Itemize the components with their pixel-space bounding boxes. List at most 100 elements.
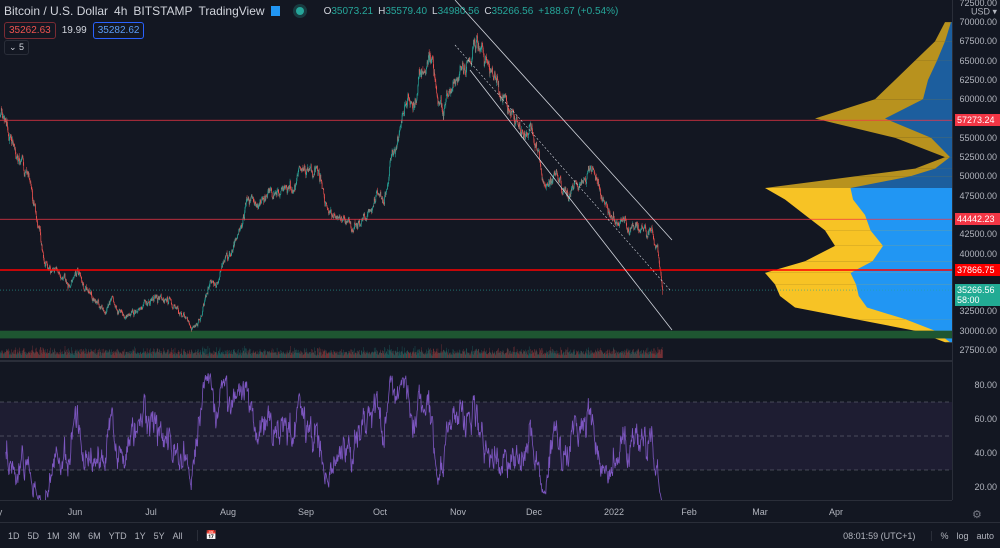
- range-button-all[interactable]: All: [172, 530, 183, 541]
- candle-body: [272, 197, 273, 199]
- candle-body: [251, 195, 253, 199]
- candle-body: [535, 144, 536, 149]
- clock[interactable]: 08:01:59 (UTC+1): [843, 530, 916, 541]
- price-chart[interactable]: [0, 0, 952, 500]
- candle-body: [155, 295, 156, 298]
- candle-body: [260, 200, 261, 202]
- candle-body: [191, 328, 193, 330]
- candle-body: [605, 202, 607, 204]
- candle-body: [607, 205, 608, 209]
- range-button-ytd[interactable]: YTD: [108, 530, 127, 541]
- candle-body: [122, 313, 124, 316]
- candle-body: [213, 285, 215, 286]
- flag-icon[interactable]: [270, 6, 280, 16]
- candle-body: [555, 173, 556, 176]
- candle-body: [185, 316, 187, 319]
- candle-body: [156, 294, 158, 300]
- candle-body: [142, 306, 144, 308]
- candle-body: [438, 102, 440, 105]
- candle-body: [460, 66, 462, 68]
- candle-body: [18, 156, 20, 161]
- candle-body: [338, 217, 339, 219]
- range-button-3m[interactable]: 3M: [67, 530, 81, 541]
- candle-body: [204, 298, 206, 302]
- candle-body: [645, 227, 647, 231]
- candle-body: [102, 307, 104, 310]
- candle-body: [124, 317, 126, 319]
- candle-body: [565, 187, 567, 192]
- candle-body: [143, 302, 145, 306]
- candle-body: [330, 209, 332, 215]
- range-button-5d[interactable]: 5D: [27, 530, 40, 541]
- candle-body: [277, 190, 278, 191]
- candle-body: [255, 202, 257, 207]
- candle-body: [129, 314, 130, 315]
- candle-body: [649, 227, 651, 230]
- candle-body: [176, 307, 177, 309]
- candle-body: [645, 230, 647, 237]
- range-button-1y[interactable]: 1Y: [134, 530, 146, 541]
- candle-body: [229, 252, 231, 255]
- range-button-1m[interactable]: 1M: [47, 530, 60, 541]
- candle-body: [126, 315, 128, 317]
- candle-body: [575, 181, 577, 182]
- percent-toggle[interactable]: %: [931, 530, 948, 541]
- range-button-5y[interactable]: 5Y: [153, 530, 165, 541]
- candle-body: [264, 195, 265, 201]
- candle-body: [89, 292, 90, 293]
- candle-body: [85, 286, 87, 287]
- currency-select[interactable]: USD ▾: [970, 6, 997, 17]
- goto-date-icon[interactable]: 📅: [196, 530, 217, 541]
- auto-toggle[interactable]: auto: [976, 530, 994, 541]
- candle-body: [417, 93, 418, 94]
- market-status-icon[interactable]: [295, 7, 304, 15]
- candle-body: [200, 316, 202, 317]
- indicators-toggle[interactable]: ⌄ 5: [4, 40, 30, 55]
- candle-body: [619, 222, 621, 224]
- candle-body: [343, 216, 345, 218]
- candle-body: [634, 226, 636, 229]
- candle-body: [416, 93, 418, 99]
- log-toggle[interactable]: log: [956, 530, 969, 541]
- candle-body: [637, 224, 639, 229]
- candle-body: [421, 72, 423, 74]
- time-axis[interactable]: y Jun Jul Aug Sep Oct Nov Dec 2022 Feb Mar Apr: [0, 500, 952, 522]
- candle-body: [171, 303, 172, 305]
- candle-body: [164, 300, 165, 303]
- candle-body: [468, 58, 470, 60]
- candle-body: [271, 192, 273, 198]
- candle-body: [111, 296, 113, 297]
- candle-body: [389, 166, 390, 176]
- candle-body: [192, 327, 193, 329]
- candle-body: [289, 186, 290, 189]
- candle-body: [162, 297, 164, 300]
- candle-body: [431, 57, 432, 62]
- candle-body: [349, 220, 350, 222]
- price-axis[interactable]: 72500.00 USD ▾ 70000.00 67500.00 65000.00 6…: [952, 0, 1000, 500]
- buy-button[interactable]: 35282.62: [92, 22, 145, 39]
- candle-body: [526, 132, 527, 137]
- candle-body: [5, 117, 6, 121]
- candle-body: [490, 68, 492, 71]
- candle-body: [358, 220, 360, 223]
- candle-body: [515, 123, 516, 124]
- range-button-6m[interactable]: 6M: [88, 530, 101, 541]
- candle-body: [3, 116, 5, 121]
- candle-body: [478, 42, 479, 49]
- candle-body: [616, 221, 617, 223]
- symbol-name[interactable]: Bitcoin / U.S. Dollar: [4, 4, 109, 18]
- candle-body: [291, 189, 292, 193]
- candle-body: [485, 58, 486, 63]
- interval[interactable]: 4h: [114, 4, 128, 18]
- candle-body: [494, 71, 495, 77]
- settings-gear-icon[interactable]: ⚙: [972, 509, 982, 521]
- candle-body: [594, 172, 595, 175]
- candle-body: [353, 227, 355, 229]
- candle-body: [351, 229, 353, 233]
- candle-body: [20, 161, 21, 163]
- candle-body: [470, 62, 472, 66]
- sell-button[interactable]: 35262.63: [4, 22, 56, 39]
- range-button-1d[interactable]: 1D: [8, 530, 20, 541]
- candle-body: [509, 111, 511, 115]
- candle-body: [496, 78, 497, 83]
